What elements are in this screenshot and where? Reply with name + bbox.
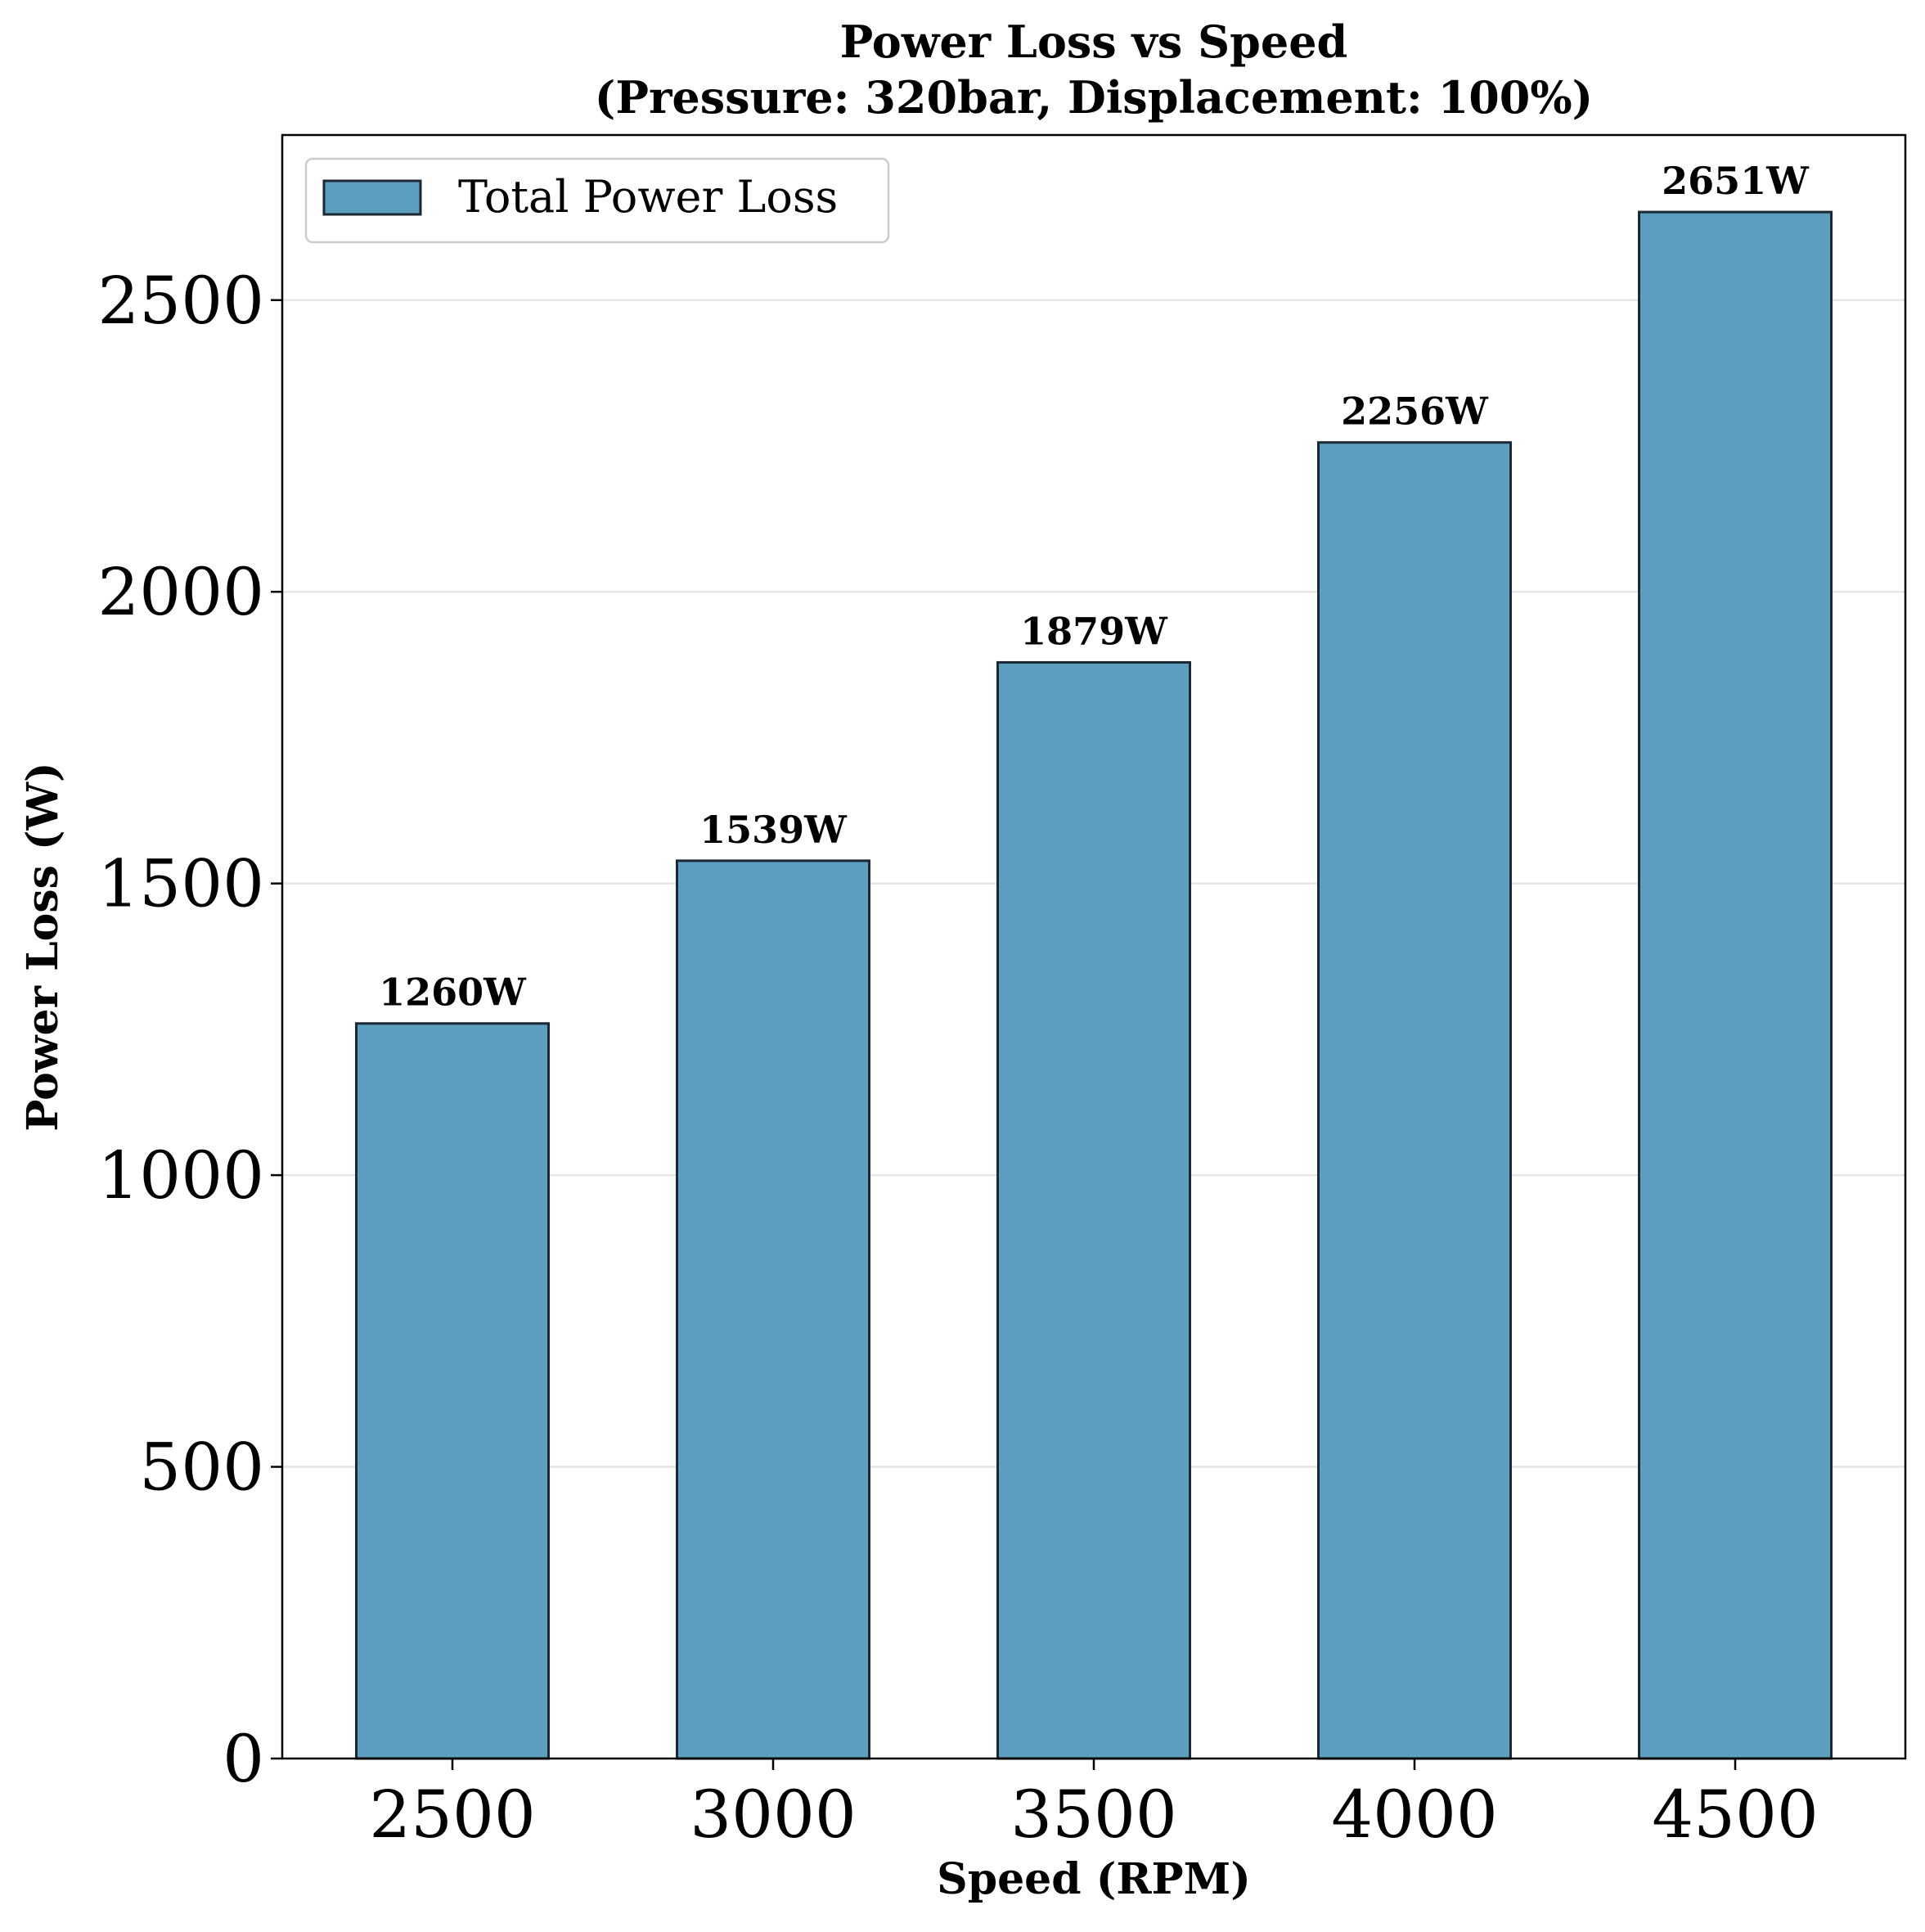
y-tick-label: 1000 <box>97 1137 264 1214</box>
x-axis-label: Speed (RPM) <box>937 1854 1251 1904</box>
y-tick-label: 1500 <box>97 846 264 922</box>
legend: Total Power Loss <box>304 157 890 244</box>
bars <box>355 210 1833 1760</box>
bar <box>676 859 870 1760</box>
bar <box>355 1022 550 1760</box>
y-axis-label: Power Loss (W) <box>18 762 68 1131</box>
x-tick-label: 3000 <box>690 1777 857 1853</box>
x-tick-label: 3500 <box>1010 1777 1177 1853</box>
y-tick-label: 500 <box>139 1430 264 1506</box>
x-tick-label: 4500 <box>1652 1777 1819 1853</box>
bar-value-label: 2651W <box>1662 159 1810 203</box>
y-tick-label: 2500 <box>97 263 264 339</box>
bar-labels: 1260W 1539W 1879W 2256W 2651W <box>379 159 1810 1015</box>
legend-swatch <box>322 179 422 216</box>
bar <box>996 660 1191 1760</box>
y-axis-ticks: 0 500 1000 1500 2000 2500 <box>97 263 282 1797</box>
chart-title: Power Loss vs Speed <box>840 16 1348 68</box>
x-tick-label: 2500 <box>369 1777 536 1853</box>
x-axis-ticks: 2500 3000 3500 4000 4500 <box>369 1759 1819 1853</box>
bar-value-label: 1539W <box>699 808 848 852</box>
bar <box>1317 441 1512 1760</box>
legend-box <box>304 157 890 244</box>
bar-value-label: 1260W <box>379 971 527 1015</box>
chart-subtitle: (Pressure: 320bar, Displacement: 100%) <box>595 71 1593 124</box>
bar-value-label: 1879W <box>1020 609 1168 653</box>
bar-value-label: 2256W <box>1341 390 1489 434</box>
y-tick-label: 2000 <box>97 554 264 630</box>
y-tick-label: 0 <box>223 1721 264 1797</box>
legend-entry-label: Total Power Loss <box>458 171 838 223</box>
x-tick-label: 4000 <box>1331 1777 1498 1853</box>
bar <box>1638 210 1833 1760</box>
